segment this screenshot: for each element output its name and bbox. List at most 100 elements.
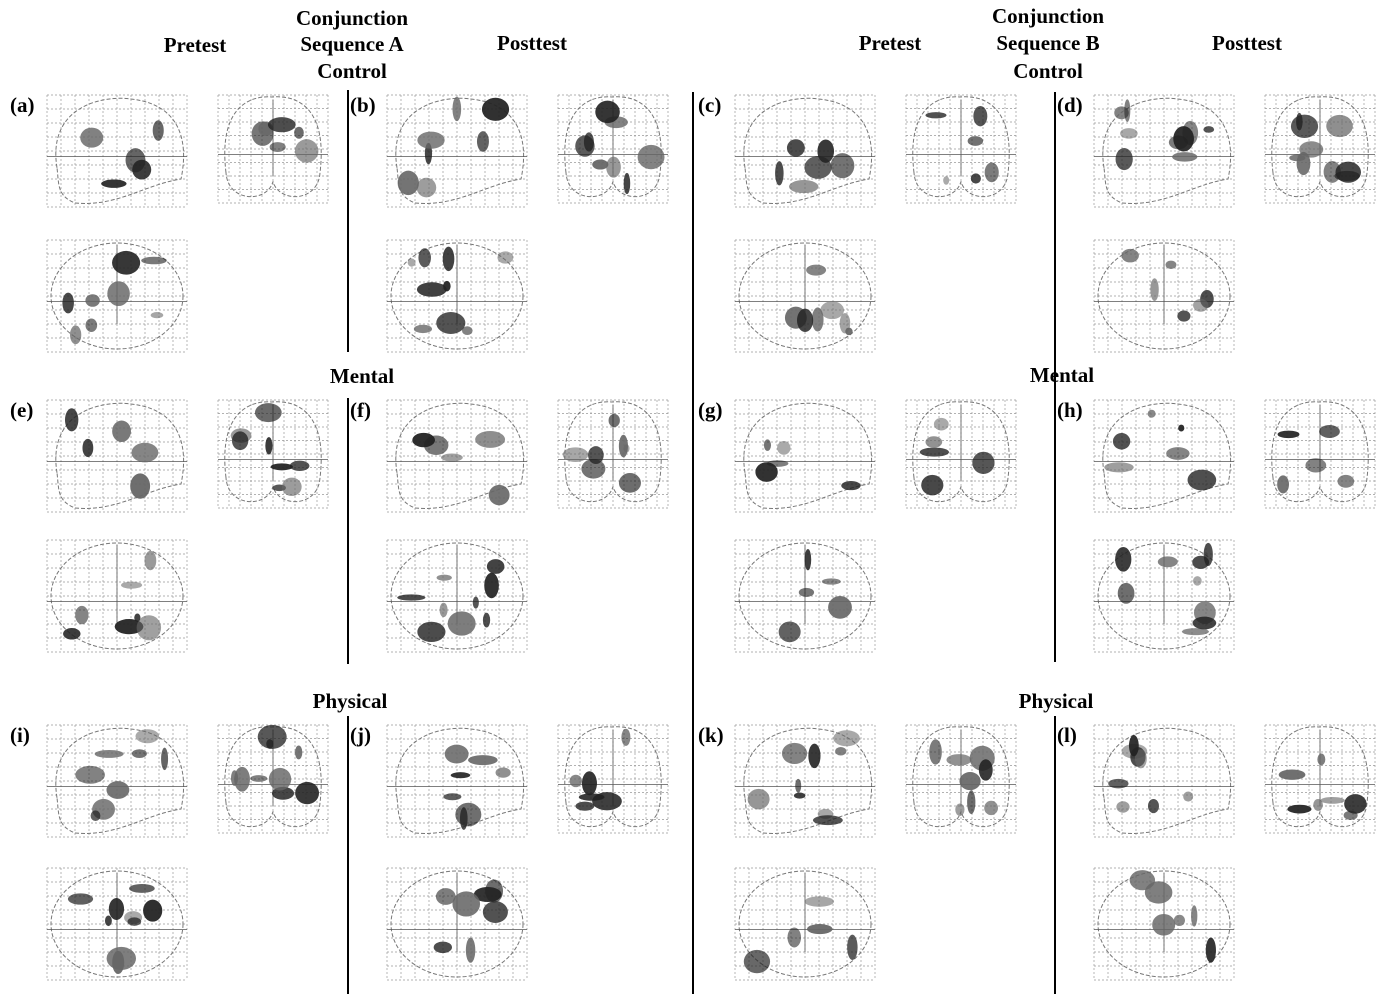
activation-blob (828, 596, 852, 619)
brain-view (1094, 240, 1234, 352)
section-title: Mental (1030, 363, 1094, 387)
brain-view (387, 95, 527, 207)
brain-view (47, 540, 187, 652)
section-title: Physical (1019, 689, 1094, 713)
activation-blob (232, 431, 248, 450)
activation-blob (1116, 801, 1129, 812)
brain-view (218, 95, 328, 203)
activation-blob (959, 772, 980, 790)
activation-blob (1148, 410, 1156, 418)
activation-blob (943, 176, 949, 185)
activation-blob (789, 180, 818, 193)
activation-blob (570, 775, 582, 787)
activation-blob (822, 578, 841, 584)
activation-blob (1104, 462, 1134, 472)
activation-blob (606, 157, 621, 178)
brain-view (735, 400, 875, 512)
activation-blob (779, 621, 801, 642)
activation-blob (131, 443, 158, 463)
activation-blob (1206, 938, 1216, 963)
activation-blob (929, 739, 942, 764)
activation-blob (805, 549, 812, 570)
activation-blob (65, 408, 78, 431)
activation-blob (805, 896, 834, 906)
brain-view (218, 725, 328, 833)
activation-blob (417, 132, 444, 149)
activation-blob (1278, 431, 1300, 439)
brain-view (1094, 95, 1234, 207)
column-header: Conjunction (296, 6, 408, 30)
brain-view (558, 400, 668, 508)
activation-blob (437, 575, 452, 581)
activation-blob (141, 257, 167, 265)
activation-blob (579, 793, 605, 800)
activation-blob (161, 748, 168, 770)
activation-blob (95, 750, 124, 758)
activation-blob (795, 779, 801, 793)
figure: Pretest Conjunction Sequence A Control P… (0, 0, 1382, 994)
activation-blob (968, 136, 983, 146)
activation-blob (985, 163, 999, 183)
activation-blob (787, 927, 801, 947)
activation-blob (588, 446, 604, 464)
activation-blob (268, 117, 296, 132)
activation-blob (295, 782, 319, 804)
activation-blob (1166, 447, 1189, 460)
panel-label: (i) (10, 723, 30, 747)
activation-blob (1338, 475, 1355, 488)
brain-view (387, 540, 527, 652)
activation-blob (105, 915, 112, 926)
activation-blob (282, 478, 302, 496)
activation-blob (1344, 811, 1358, 820)
activation-blob (1277, 475, 1289, 493)
activation-blob (75, 606, 88, 624)
activation-blob (1326, 115, 1353, 137)
activation-blob (1193, 617, 1217, 630)
activation-blob (295, 139, 319, 163)
activation-blob (121, 582, 142, 589)
panel-label: (g) (698, 398, 723, 422)
activation-blob (582, 771, 597, 795)
activation-blob (1296, 113, 1303, 131)
activation-blob (619, 473, 641, 493)
activation-blob (845, 328, 852, 336)
panel-label: (a) (10, 93, 35, 117)
activation-blob (806, 265, 826, 276)
activation-blob (563, 447, 589, 462)
activation-blob (484, 573, 499, 598)
activation-blob (70, 326, 81, 345)
activation-blob (1313, 799, 1323, 811)
activation-blob (443, 247, 455, 271)
activation-blob (841, 481, 860, 490)
activation-blob (417, 282, 447, 296)
activation-blob (75, 766, 105, 784)
activation-blob (925, 112, 946, 118)
activation-blob (62, 293, 74, 314)
brain-view (387, 400, 527, 512)
brain-view (735, 868, 875, 980)
activation-blob (1174, 915, 1185, 926)
activation-blob (270, 142, 286, 152)
activation-blob (452, 97, 461, 121)
brain-view (735, 240, 875, 352)
activation-blob (106, 781, 129, 799)
column-header: Posttest (1212, 31, 1282, 55)
section-title: Physical (313, 689, 388, 713)
activation-blob (485, 879, 503, 902)
brain-view (1265, 95, 1375, 203)
column-header: Sequence B (996, 31, 1099, 55)
activation-blob (946, 754, 971, 766)
brain-view (1265, 725, 1375, 833)
activation-blob (575, 802, 594, 811)
activation-blob (489, 485, 510, 505)
activation-blob (813, 815, 843, 825)
activation-blob (250, 775, 267, 782)
brain-view (1094, 868, 1234, 980)
activation-blob (1188, 470, 1217, 491)
activation-blob (487, 559, 505, 574)
activation-blob (1118, 583, 1135, 604)
activation-blob (266, 739, 273, 749)
activation-blob (496, 768, 511, 778)
activation-blob (920, 448, 949, 457)
activation-blob (443, 793, 461, 800)
